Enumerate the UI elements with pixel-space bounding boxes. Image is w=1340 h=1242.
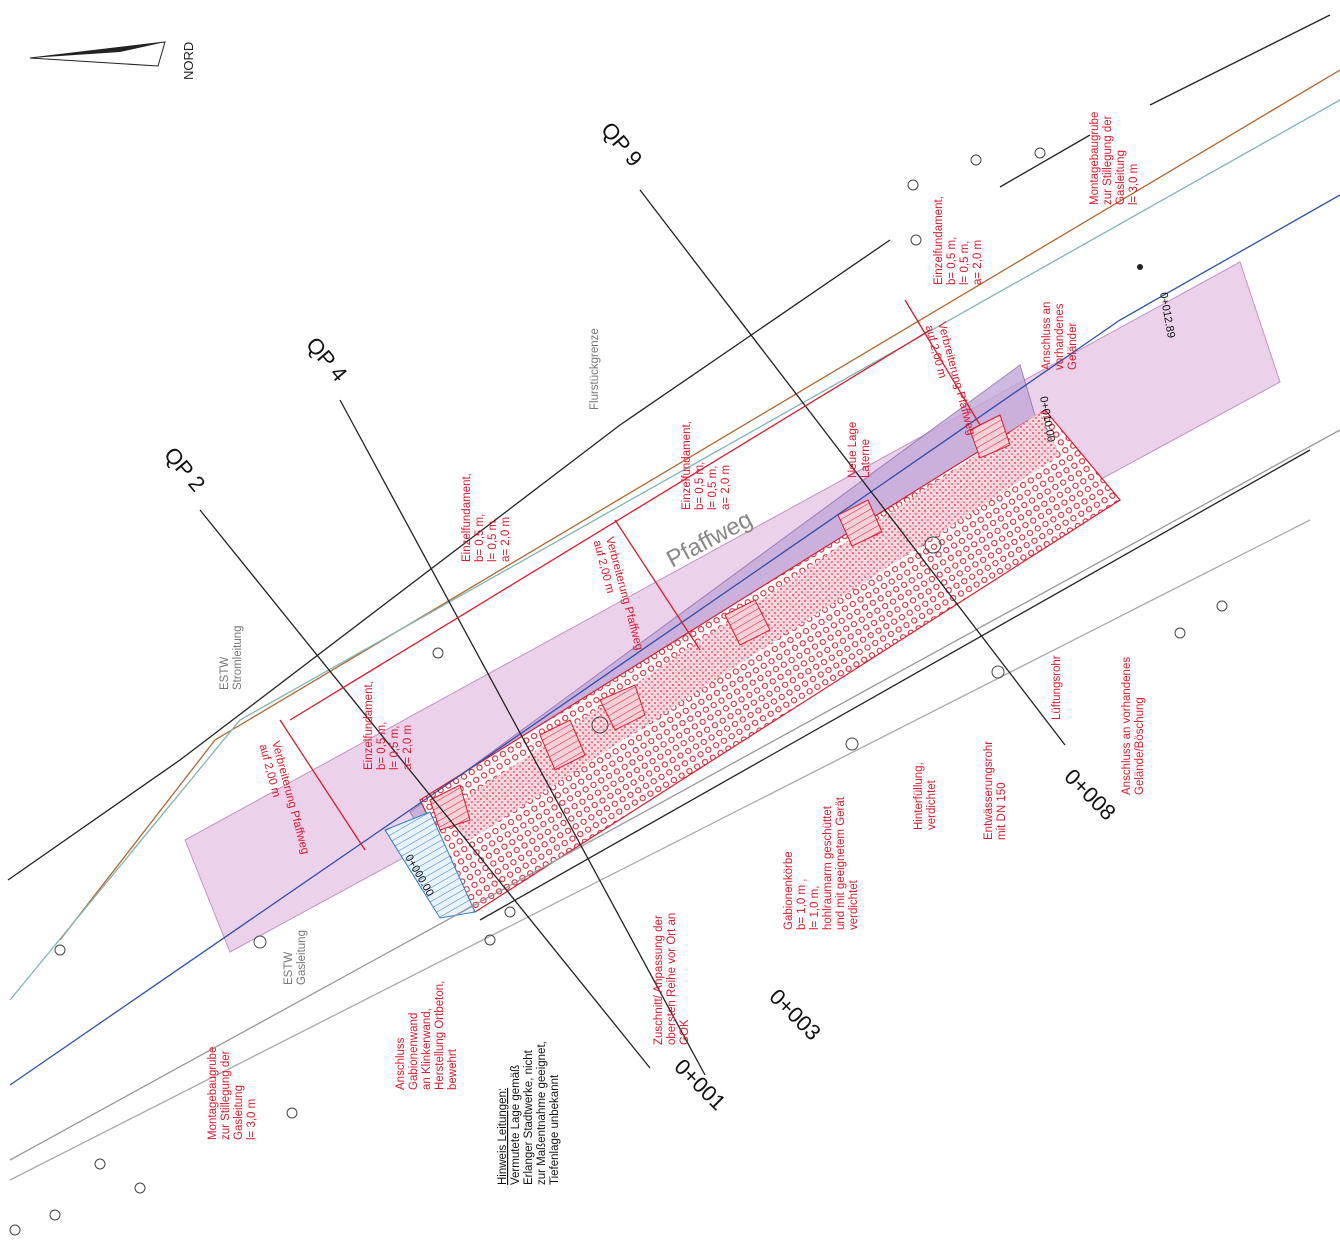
annotation-line: Lüftungsrohr xyxy=(1051,655,1063,720)
annotation: Hinweis Leitungen: Vermutete Lage gemäß Er… xyxy=(497,1041,561,1185)
annotation: Entwässerungsrohr mit DN 150 xyxy=(983,741,1008,840)
annotation-line: l= 3,0 m xyxy=(246,1099,258,1140)
annotation: ESTW Gasleitung xyxy=(283,930,308,985)
annotation: Hinterfüllung, verdichtet xyxy=(913,762,938,830)
annotation: Neue Lage Laterne xyxy=(847,422,872,478)
annotation-line: b= 0,5 m, xyxy=(376,722,388,770)
annotation-line: l= 0,5 m, xyxy=(389,726,401,770)
annotation-line: verdichtet xyxy=(926,779,938,830)
annotation: Gabionenkörbe b= 1,0 m , l= 1,0 m, hohlraum… xyxy=(783,796,860,930)
annotation-line: Gelände/Böschung xyxy=(1134,697,1146,795)
annotation-line: Geländer xyxy=(1067,323,1079,370)
annotation-line: Hinterfüllung, xyxy=(913,762,925,830)
annotation: Montagebaugrube zur Stillegung der Gasleit… xyxy=(207,1047,258,1140)
annotation-line: b= 0,5 m, xyxy=(694,462,706,510)
annotation-line: b= 0,5 m, xyxy=(474,514,486,562)
annotation-line: Erlanger Stadtwerke, nicht xyxy=(523,1049,535,1185)
annotation: Einzelfundament, b= 0,5 m, l= 0,5 m, a= 2,0… xyxy=(363,681,414,770)
annotation: Lüftungsrohr xyxy=(1051,655,1063,720)
annotation-line: l= 0,5 m, xyxy=(707,466,719,510)
annotation-line: Einzelfundament, xyxy=(363,681,375,770)
annotation-line: bewehrt xyxy=(447,1048,459,1090)
annotation-line: a= 2,0 m xyxy=(402,725,414,770)
annotation-line: b= 0,5 m, xyxy=(946,237,958,285)
annotation-line: Gasleitung xyxy=(233,1085,245,1140)
section-label: QP 4 xyxy=(301,332,352,386)
annotation-line: Einzelfundament, xyxy=(681,421,693,510)
annotation-line: Anschluss an xyxy=(1041,302,1053,370)
annotation-line: a= 2,0 m xyxy=(972,240,984,285)
north-label: NORD xyxy=(181,42,196,80)
annotation-line: Gasleitung xyxy=(1115,150,1127,205)
annotation-line: l= 0,5 m, xyxy=(487,518,499,562)
annotation: Einzelfundament, b= 0,5 m, l= 0,5 m, a= 2,0… xyxy=(933,196,984,285)
annotation-line: Anschluss an vorhandenes xyxy=(1121,657,1133,795)
annotation-line: a= 2,0 m xyxy=(720,465,732,510)
annotation-line: ESTW xyxy=(219,657,231,690)
annotation-line: ESTW xyxy=(283,952,295,985)
annotation: Anschluss an vorhandenes Gelände/Böschung xyxy=(1121,657,1146,795)
station-label: 0+003 xyxy=(764,984,825,1045)
annotation-line: Zuschnitt/ Anpassung der xyxy=(653,915,665,1045)
annotation-line: l= 1,0 m, xyxy=(809,886,821,930)
annotation-line: Stromleitung xyxy=(232,625,244,690)
annotation-line: b= 1,0 m , xyxy=(796,879,808,930)
annotation-line: zur Maßentnahme geeignet, xyxy=(536,1041,548,1185)
annotation-line: Hinweis Leitungen: xyxy=(497,1088,509,1185)
annotation-line: Gabionenwand xyxy=(408,1013,420,1090)
annotation: Montagebaugrube zur Stillegung der Gasleit… xyxy=(1089,112,1140,205)
annotation-line: a= 2,0 m xyxy=(500,517,512,562)
annotation-line: Einzelfundament, xyxy=(933,196,945,285)
annotation: Einzelfundament, b= 0,5 m, l= 0,5 m, a= 2,0… xyxy=(681,421,732,510)
annotation-line: Montagebaugrube xyxy=(207,1047,219,1140)
section-label: QP 9 xyxy=(596,117,647,171)
annotation-line: GOK xyxy=(679,1019,691,1045)
annotation: Anschluss Gabionenwand an Klinkerwand, Hers… xyxy=(395,981,459,1090)
annotation-line: obersten Reihe vor Ort an xyxy=(666,913,678,1045)
annotation: ESTW Stromleitung xyxy=(219,625,244,690)
annotation-line: verdichtet xyxy=(848,879,860,930)
annotation-line: Entwässerungsrohr xyxy=(983,741,995,840)
annotation-line: Gasleitung xyxy=(296,930,308,985)
annotation: Anschluss an vorhandenes Geländer xyxy=(1041,302,1079,370)
annotation-line: Montagebaugrube xyxy=(1089,112,1101,205)
background xyxy=(7,14,1340,1236)
annotation-line: Neue Lage xyxy=(847,422,859,478)
annotation-line: Tiefenlage unbekannt xyxy=(549,1074,561,1185)
annotation-line: Flurstückgrenze xyxy=(589,328,601,410)
annotation-line: mit DN 150 xyxy=(996,782,1008,840)
annotation-line: an Klinkerwand, xyxy=(421,1008,433,1090)
annotation: Einzelfundament, b= 0,5 m, l= 0,5 m, a= 2,0… xyxy=(461,473,512,562)
annotation-line: Laterne xyxy=(860,439,872,478)
annotation-line: hohlraumarm geschüttet xyxy=(822,805,834,930)
station-label: 0+008 xyxy=(1059,764,1120,825)
station-label: 0+001 xyxy=(669,1054,730,1115)
annotation-line: vorhandenes xyxy=(1054,303,1066,370)
annotation: Flurstückgrenze xyxy=(589,328,601,410)
annotation: Zuschnitt/ Anpassung der obersten Reihe v… xyxy=(653,913,691,1045)
annotation-line: l= 0,5 m, xyxy=(959,241,971,285)
annotation-line: und mit geeignetem Gerät xyxy=(835,796,847,930)
annotation-line: Anschluss xyxy=(395,1037,407,1090)
section-label: QP 2 xyxy=(159,442,210,496)
annotation-line: Einzelfundament, xyxy=(461,473,473,562)
annotation-line: zur Stillegung der xyxy=(220,1050,232,1140)
annotation-line: Gabionenkörbe xyxy=(783,851,795,930)
annotation-line: l= 3,0 m xyxy=(1128,164,1140,205)
annotation-line: zur Stillegung der xyxy=(1102,115,1114,205)
annotation-line: Herstellung Ortbeton, xyxy=(434,981,446,1090)
annotation-line: Vermutete Lage gemäß xyxy=(510,1065,522,1185)
